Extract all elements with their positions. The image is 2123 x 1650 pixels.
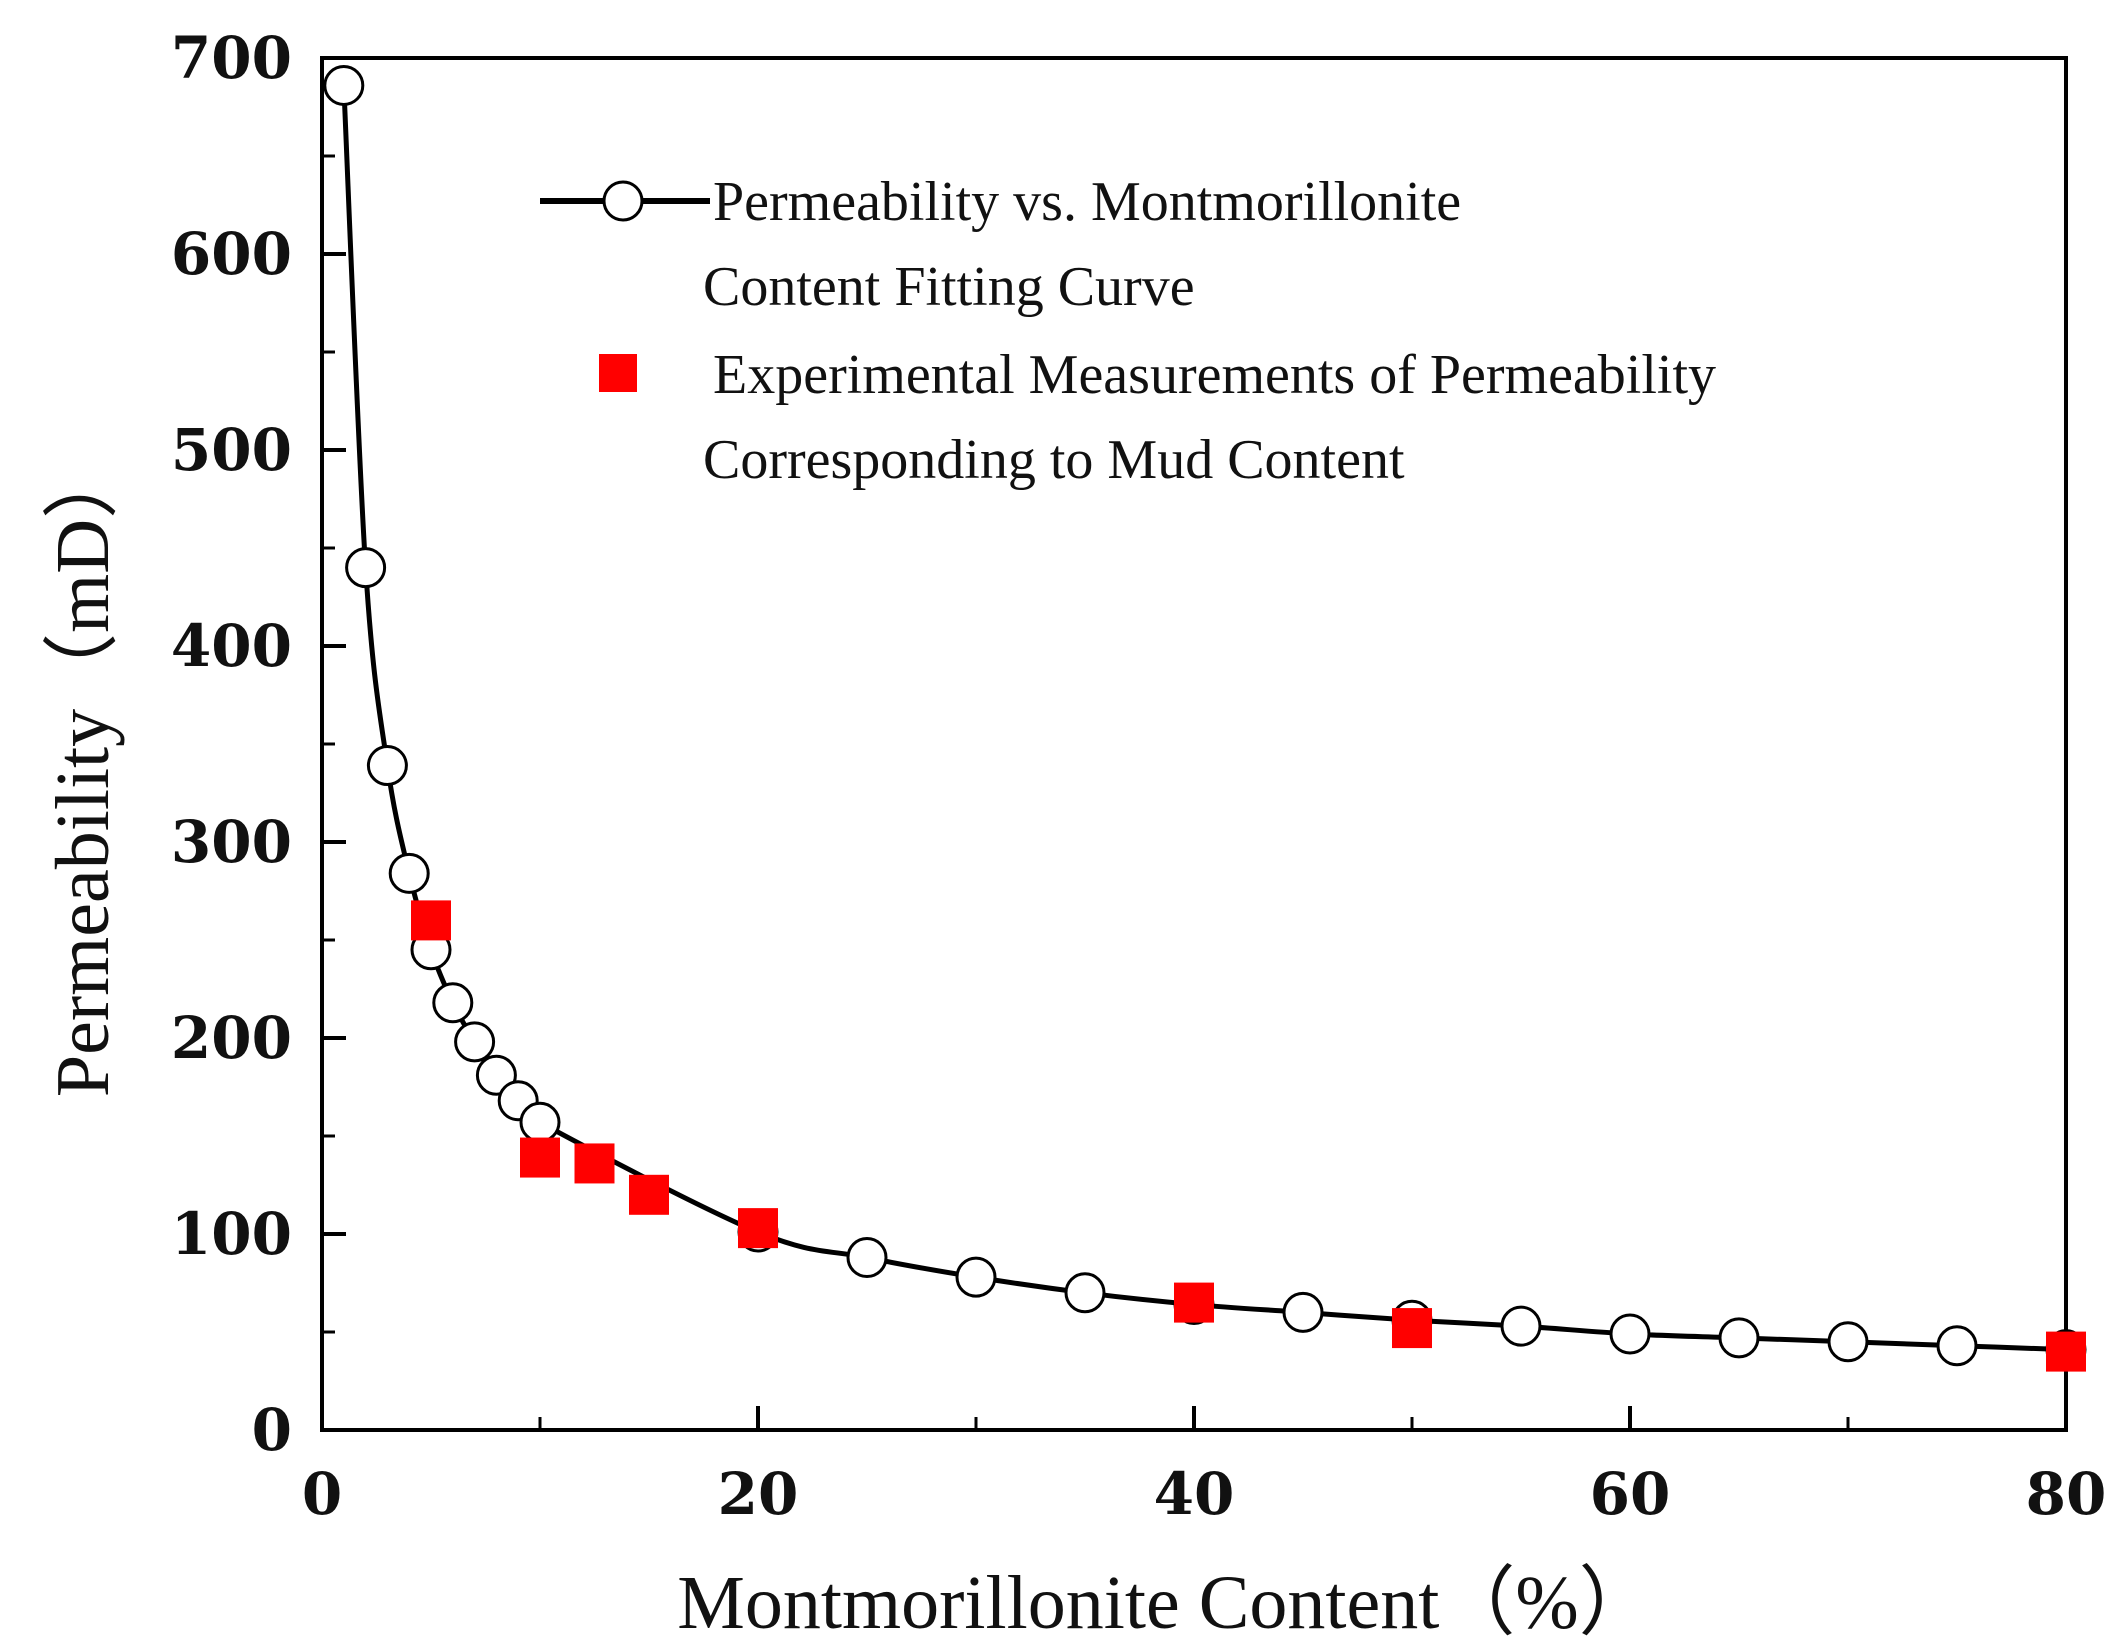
x-tick-label: 80 [2026, 1460, 2107, 1528]
fit-point [1609, 1313, 1651, 1355]
y-tick-label: 0 [252, 1396, 292, 1464]
experimental-point [520, 1137, 560, 1178]
x-tick-label: 60 [1590, 1460, 1671, 1528]
fit-point [1718, 1317, 1760, 1359]
axes: 0 100 200 300 400 500 600 700 0 20 40 60 80 [171, 24, 2106, 1528]
y-tick-label: 500 [171, 416, 292, 484]
fit-point [454, 1021, 496, 1063]
x-tick-label: 0 [302, 1460, 342, 1528]
legend-fit-label-line1: Permeability vs. Montmorillonite [713, 171, 1461, 233]
legend: Permeability vs. Montmorillonite Content… [540, 171, 1716, 491]
y-tick-label: 200 [171, 1004, 292, 1072]
experimental-point [738, 1208, 778, 1249]
legend-fit-label-line2: Content Fitting Curve [703, 256, 1195, 318]
experimental-series [411, 900, 2086, 1372]
fit-point [1064, 1272, 1106, 1314]
x-tick-label: 20 [718, 1460, 799, 1528]
experimental-point [574, 1143, 615, 1184]
experimental-point [629, 1174, 669, 1215]
fit-point [1827, 1321, 1869, 1363]
experimental-point [1392, 1308, 1432, 1349]
fit-point [955, 1256, 997, 1298]
fit-point [846, 1237, 888, 1279]
legend-fit-marker [602, 180, 644, 222]
x-tick-label: 40 [1154, 1460, 1235, 1528]
y-tick-label: 700 [171, 24, 292, 92]
fit-point [345, 547, 387, 589]
fit-point [388, 852, 430, 894]
fit-point [366, 745, 408, 787]
fit-point [323, 64, 365, 106]
experimental-point [411, 900, 451, 941]
legend-exp-label-line2: Corresponding to Mud Content [703, 429, 1405, 491]
y-tick-label: 300 [171, 808, 292, 876]
legend-exp-label-line1: Experimental Measurements of Permeabilit… [713, 344, 1716, 406]
experimental-point [1174, 1282, 1214, 1323]
y-tick-label: 400 [171, 612, 292, 680]
legend-exp-marker [599, 354, 637, 392]
fit-point [1282, 1291, 1324, 1333]
fit-point [1936, 1325, 1978, 1367]
experimental-point [2046, 1331, 2086, 1372]
fit-point [1500, 1305, 1542, 1347]
fit-point [432, 982, 474, 1024]
y-axis-title: Permeability（mD） [41, 443, 125, 1097]
y-tick-label: 600 [171, 220, 292, 288]
y-tick-label: 100 [171, 1200, 292, 1268]
fit-point [519, 1101, 561, 1143]
x-axis-title: Montmorillonite Content（%） [677, 1561, 1654, 1645]
